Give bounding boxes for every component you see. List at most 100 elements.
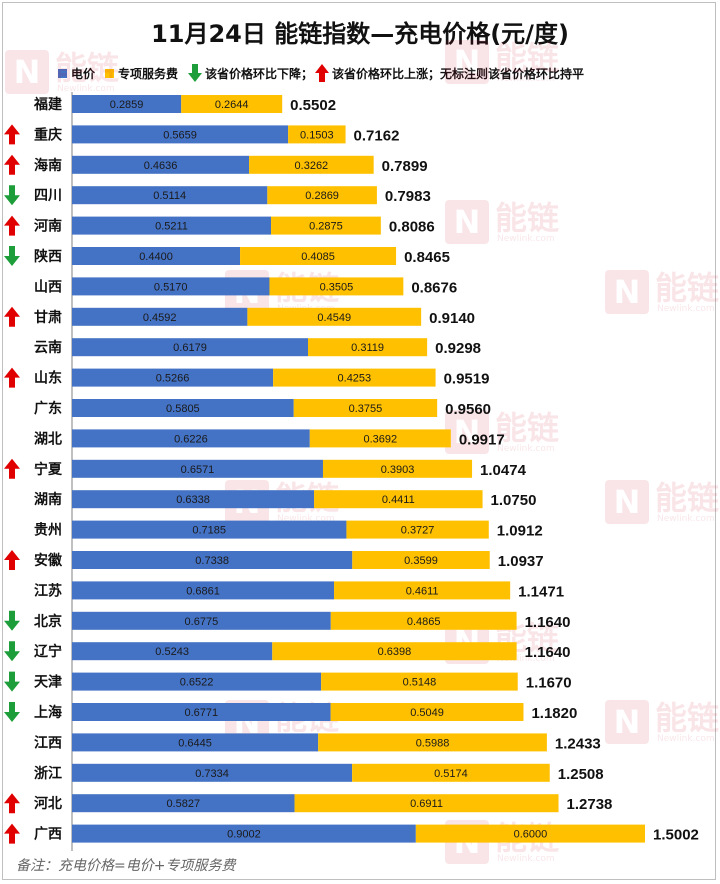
bar-electricity [72,247,241,265]
bar-electricity [72,703,331,721]
category-label: 山东 [34,370,62,387]
data-label-service: 0.5148 [403,677,437,689]
data-label-electricity: 0.6861 [186,585,220,597]
legend-label-electricity: 电价 [71,66,96,81]
category-label: 天津 [34,674,62,691]
data-label-service: 0.3903 [381,464,415,476]
data-label-service: 0.2875 [309,221,343,233]
category-label: 宁夏 [34,461,63,478]
data-label-service: 0.2869 [305,190,339,202]
data-label-service: 0.3505 [320,281,354,293]
bar-service [352,763,550,782]
legend-item-service: 专项服务费 [105,65,178,82]
legend-swatch-electricity [58,68,67,78]
data-label-electricity: 0.6571 [181,464,215,476]
data-label-service: 0.5049 [410,707,444,719]
data-label-electricity: 0.7338 [195,555,229,567]
data-label-service: 0.3599 [404,555,438,567]
bar-electricity [72,399,294,417]
data-label-total: 1.0474 [480,462,527,479]
bar-service [273,368,436,387]
bar-service [247,307,422,326]
up-arrow-icon [4,306,20,327]
data-label-electricity: 0.5827 [166,798,200,810]
bar-service [267,186,377,205]
data-label-service: 0.3727 [401,525,435,537]
bar-service [271,216,381,235]
category-label: 安徽 [34,552,63,569]
data-label-electricity: 0.5805 [166,403,200,415]
category-label: 甘肃 [34,309,62,326]
bar-service [415,824,645,843]
data-label-total: 1.1640 [525,614,571,631]
bar-service [293,399,438,417]
data-label-electricity: 0.4592 [143,312,177,324]
category-label: 江西 [34,734,62,751]
data-label-total: 0.8676 [411,279,457,296]
data-label-total: 1.0750 [491,492,537,509]
category-label: 陕西 [34,248,62,265]
data-label-electricity: 0.5659 [163,129,197,141]
category-label: 四川 [34,188,62,204]
bar-electricity [72,95,182,113]
data-label-service: 0.3755 [349,403,383,415]
data-label-service: 0.3692 [363,433,397,445]
legend-label-down: 该省价格环比下降； [205,66,314,81]
down-arrow-icon [4,671,20,692]
data-label-electricity: 0.9002 [227,829,261,841]
bar-electricity [72,155,250,174]
data-label-service: 0.6911 [410,798,443,810]
category-label: 山西 [34,279,62,295]
data-label-service: 0.4865 [407,616,441,628]
bar-service [240,247,397,265]
up-arrow-icon [4,458,20,479]
bar-electricity [72,368,274,387]
data-label-service: 0.4253 [338,373,372,385]
legend-label-service: 专项服务费 [118,66,179,81]
bar-electricity [72,733,319,752]
bar-electricity [72,551,353,569]
data-label-total: 0.9140 [429,310,475,327]
category-label: 上海 [34,704,62,721]
data-label-total: 0.5502 [290,97,336,114]
down-arrow-icon [188,64,203,82]
data-label-electricity: 0.6338 [176,494,210,506]
data-label-electricity: 0.5243 [155,646,189,658]
data-label-service: 0.6398 [378,646,412,658]
data-label-total: 1.1471 [518,583,564,600]
bar-electricity [72,307,248,326]
data-label-electricity: 0.6775 [185,616,219,628]
data-label-total: 0.9519 [444,371,490,388]
up-arrow-icon [4,823,20,844]
category-label: 辽宁 [34,643,62,660]
data-label-service: 0.1503 [300,129,334,141]
legend-label-up: 该省价格环比上涨；无标注则该省价格环比持平 [332,66,585,81]
up-arrow-icon [4,154,20,175]
data-label-service: 0.4611 [406,585,439,597]
category-label: 云南 [34,339,62,356]
category-label: 广东 [34,400,62,417]
data-label-electricity: 0.5211 [155,221,188,233]
legend-swatch-service [105,68,115,78]
bar-service [330,703,524,721]
bar-service [346,520,489,539]
category-label: 湖北 [34,431,62,447]
bar-service [322,459,473,478]
bar-electricity [72,186,268,205]
category-label: 海南 [34,157,62,174]
category-label: 江苏 [34,582,62,599]
up-arrow-icon [315,64,330,82]
bar-service [318,733,547,752]
data-label-service: 0.2644 [215,99,249,111]
bar-electricity [72,824,416,843]
data-label-electricity: 0.2859 [110,99,144,111]
data-label-total: 1.1670 [526,675,572,692]
data-label-service: 0.5174 [434,768,468,780]
data-label-electricity: 0.4400 [139,251,173,263]
data-label-service: 0.4549 [317,312,351,324]
up-arrow-icon [4,793,20,814]
bar-electricity [72,794,295,813]
category-label: 福建 [33,96,62,113]
